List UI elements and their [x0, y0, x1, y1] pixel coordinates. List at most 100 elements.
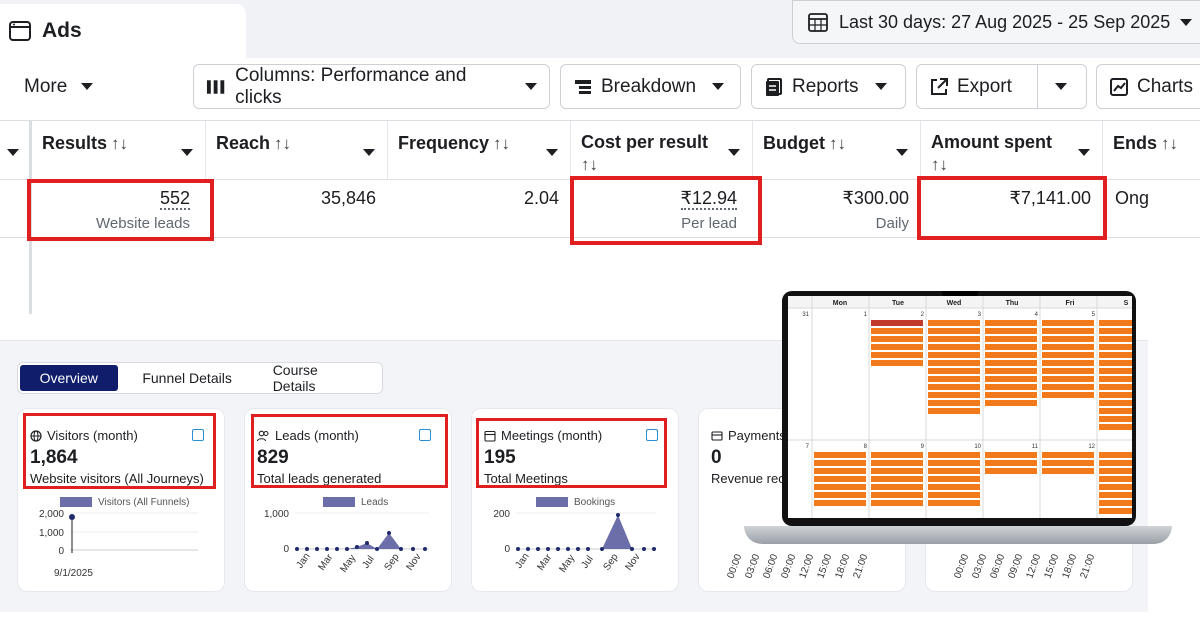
- header-amount-spent[interactable]: Amount spent ↑↓: [921, 121, 1103, 179]
- header-cost-label: Cost per result: [581, 132, 709, 152]
- header-checkbox-column[interactable]: [0, 121, 32, 179]
- x-label: Sep: [601, 551, 620, 572]
- calendar-icon[interactable]: [419, 429, 431, 441]
- reach-value: 35,846: [320, 188, 376, 208]
- data-point: [69, 514, 75, 520]
- revenue-chart: 00:00 03:00 06:00 09:00 12:00 15:00 18:0…: [952, 552, 1097, 580]
- x-label: Jul: [360, 554, 376, 571]
- calendar-day: Fri: [1066, 300, 1075, 307]
- dashboard-tabs: Overview Funnel Details Course Details: [17, 362, 383, 394]
- x-label: 15:00: [815, 552, 834, 580]
- leads-title-text: Leads (month): [275, 428, 359, 443]
- x-label: 21:00: [851, 552, 870, 580]
- amount-value: ₹7,141.00: [1009, 188, 1091, 208]
- columns-label: Columns: Performance and clicks: [235, 64, 467, 108]
- cell-budget: ₹300.00 Daily: [753, 180, 921, 238]
- header-reach-label: Reach: [216, 133, 271, 153]
- leads-subtitle: Total leads generated: [257, 471, 382, 486]
- highlight-box: [251, 414, 448, 488]
- tab-overview[interactable]: Overview: [20, 365, 118, 391]
- calendar-icon[interactable]: [192, 429, 204, 441]
- chevron-down-icon[interactable]: [896, 149, 908, 156]
- legend-text: Visitors (All Funnels): [98, 497, 190, 508]
- sort-icon[interactable]: ↑↓: [581, 155, 598, 174]
- x-label: 15:00: [1042, 552, 1061, 580]
- visitors-card[interactable]: Visitors (month) 1,864 Website visitors …: [17, 408, 225, 592]
- reports-button[interactable]: Reports: [751, 64, 906, 109]
- x-label: May: [557, 553, 577, 575]
- sort-icon[interactable]: ↑↓: [111, 134, 129, 153]
- highlight-box: [917, 176, 1107, 240]
- calendar-date: 1: [864, 312, 868, 318]
- sort-icon[interactable]: ↑↓: [1161, 134, 1179, 153]
- x-label: 00:00: [952, 552, 971, 580]
- header-reach[interactable]: Reach ↑↓: [206, 121, 388, 179]
- meetings-subtitle: Total Meetings: [484, 471, 568, 486]
- y-tick: 1,000: [39, 528, 64, 539]
- columns-button[interactable]: Columns: Performance and clicks: [193, 64, 550, 109]
- x-label: Mar: [535, 552, 554, 573]
- cost-subtext: Per lead: [681, 215, 737, 232]
- budget-subtext: Daily: [875, 215, 909, 232]
- cell-reach: 35,846: [206, 180, 388, 238]
- window-icon: [9, 21, 31, 41]
- chevron-down-icon[interactable]: [546, 149, 558, 156]
- leads-card[interactable]: Leads (month) 829 Total leads generated …: [244, 408, 452, 592]
- chevron-down-icon[interactable]: [1078, 149, 1090, 156]
- highlight-box: [570, 176, 762, 245]
- ads-tab[interactable]: Ads: [0, 4, 246, 58]
- sort-icon[interactable]: ↑↓: [493, 134, 511, 153]
- chevron-down-icon[interactable]: [363, 149, 375, 156]
- export-label: Export: [957, 75, 1012, 97]
- tab-course-details[interactable]: Course Details: [272, 362, 318, 394]
- header-frequency[interactable]: Frequency ↑↓: [388, 121, 571, 179]
- cell-results: 552 Website leads: [32, 180, 206, 238]
- calendar-date: 31: [802, 312, 809, 318]
- calendar-icon: [808, 13, 828, 32]
- chevron-down-icon: [81, 83, 94, 90]
- laptop-screen-calendar: Mon Tue Wed Thu Fri S 31 1 2 3 4 5 7 8 9…: [788, 296, 1132, 518]
- date-range-picker[interactable]: Last 30 days: 27 Aug 2025 - 25 Sep 2025: [792, 0, 1200, 44]
- calendar-icon[interactable]: [646, 429, 658, 441]
- payments-card-title: Payments: [711, 428, 786, 443]
- header-results-label: Results: [42, 133, 108, 153]
- header-results[interactable]: Results ↑↓: [32, 121, 206, 179]
- meetings-card[interactable]: Meetings (month) 195 Total Meetings Book…: [471, 408, 679, 592]
- charts-button[interactable]: Charts: [1096, 64, 1200, 109]
- sort-icon[interactable]: ↑↓: [274, 134, 292, 153]
- export-button[interactable]: Export: [916, 64, 1087, 109]
- header-amount-label: Amount spent: [931, 132, 1052, 152]
- more-button[interactable]: More: [12, 64, 106, 109]
- header-cost-per-result[interactable]: Cost per result ↑↓: [571, 121, 753, 179]
- calendar-icon: [484, 430, 496, 442]
- sort-icon[interactable]: ↑↓: [829, 134, 846, 153]
- meetings-value: 195: [484, 447, 516, 468]
- cell-amount-spent: ₹7,141.00: [921, 180, 1103, 238]
- laptop-base: [744, 526, 1172, 544]
- calendar-day: Thu: [1006, 300, 1019, 307]
- chevron-down-icon[interactable]: [181, 149, 193, 156]
- sort-icon[interactable]: ↑↓: [931, 155, 948, 174]
- tab-funnel-details[interactable]: Funnel Details: [142, 370, 232, 386]
- payments-title-text: Payments: [728, 428, 786, 443]
- export-dropdown-chevron-icon[interactable]: [1055, 83, 1067, 90]
- y-tick: 0: [283, 544, 289, 555]
- breakdown-button[interactable]: Breakdown: [560, 64, 741, 109]
- calendar-date: 12: [1088, 444, 1095, 450]
- breakdown-icon: [575, 79, 591, 94]
- meetings-chart: Bookings 200 0 Jan Mar May Jul Sep Nov: [493, 497, 656, 575]
- visitors-card-title: Visitors (month): [30, 428, 138, 443]
- cost-value[interactable]: ₹12.94: [680, 188, 737, 210]
- header-ends[interactable]: Ends ↑↓: [1103, 121, 1200, 179]
- calendar-date: 8: [864, 444, 868, 450]
- x-label: 18:00: [1060, 552, 1079, 580]
- y-tick: 2,000: [39, 509, 64, 520]
- calendar-day: Wed: [947, 300, 962, 307]
- header-budget[interactable]: Budget ↑↓: [753, 121, 921, 179]
- x-label: 18:00: [833, 552, 852, 580]
- chevron-down-icon[interactable]: [728, 149, 740, 156]
- payments-value: 0: [711, 447, 722, 468]
- table-row[interactable]: 552 Website leads 35,846 2.04 ₹12.94 Per…: [0, 180, 1200, 238]
- meetings-area: [518, 515, 654, 549]
- results-value[interactable]: 552: [159, 188, 190, 210]
